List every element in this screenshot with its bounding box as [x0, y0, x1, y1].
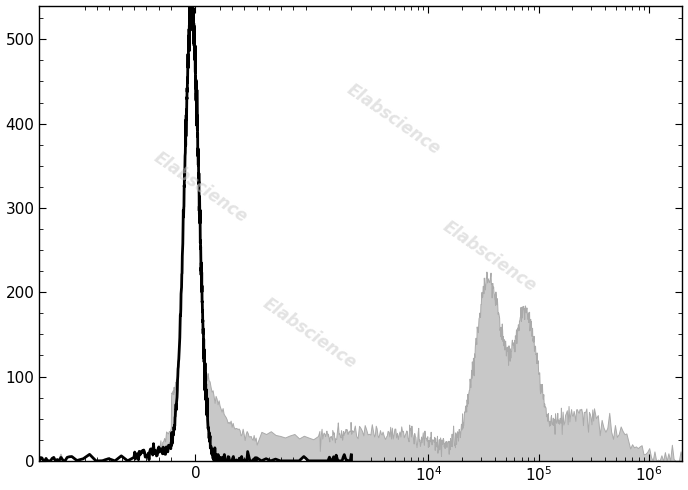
Text: Elabscience: Elabscience [150, 149, 250, 226]
Text: Elabscience: Elabscience [343, 80, 443, 158]
Text: Elabscience: Elabscience [259, 294, 360, 372]
Text: Elabscience: Elabscience [440, 217, 540, 295]
